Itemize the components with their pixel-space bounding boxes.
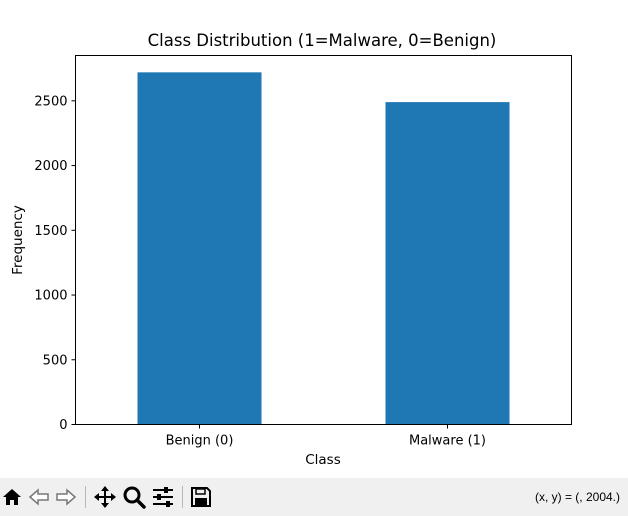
bars-group	[137, 72, 510, 425]
y-tick-label: 500	[43, 353, 68, 368]
pan-button[interactable]	[93, 485, 117, 509]
bar-chart: Class Distribution (1=Malware, 0=Benign)…	[10, 31, 572, 468]
y-tick-label: 1000	[34, 289, 67, 304]
bar	[385, 102, 510, 425]
configure-button[interactable]	[151, 485, 175, 509]
y-axis: 0 500 1000 1500 2000 2500	[34, 94, 76, 433]
x-axis: Benign (0) Malware (1)	[166, 424, 486, 449]
toolbar-separator	[85, 486, 86, 508]
zoom-button[interactable]	[122, 485, 146, 509]
y-tick-label: 2000	[34, 159, 67, 174]
bar	[137, 72, 262, 425]
home-icon	[3, 489, 21, 505]
back-button[interactable]	[27, 485, 51, 509]
move-icon	[94, 486, 116, 508]
x-axis-label: Class	[305, 452, 341, 468]
toolbar: (x, y) = (, 2004.)	[0, 478, 628, 516]
axes-frame	[75, 55, 572, 425]
figure: Class Distribution (1=Malware, 0=Benign)…	[10, 31, 572, 468]
floppy-disk-icon	[191, 487, 211, 507]
x-tick-label: Benign (0)	[166, 434, 234, 449]
forward-arrow-icon	[56, 488, 77, 506]
y-tick-label: 0	[59, 418, 67, 433]
x-tick-label: Malware (1)	[409, 434, 486, 449]
y-tick-label: 1500	[34, 224, 67, 239]
back-arrow-icon	[28, 488, 49, 506]
save-button[interactable]	[189, 485, 213, 509]
toolbar-separator	[182, 486, 183, 508]
magnifier-icon	[123, 486, 146, 509]
y-tick-label: 2500	[34, 94, 67, 109]
home-button[interactable]	[0, 485, 24, 509]
y-axis-label: Frequency	[10, 205, 26, 275]
sliders-icon	[153, 487, 173, 507]
forward-button[interactable]	[54, 485, 78, 509]
cursor-coordinates: (x, y) = (, 2004.)	[534, 490, 620, 504]
chart-title: Class Distribution (1=Malware, 0=Benign)	[148, 31, 497, 50]
